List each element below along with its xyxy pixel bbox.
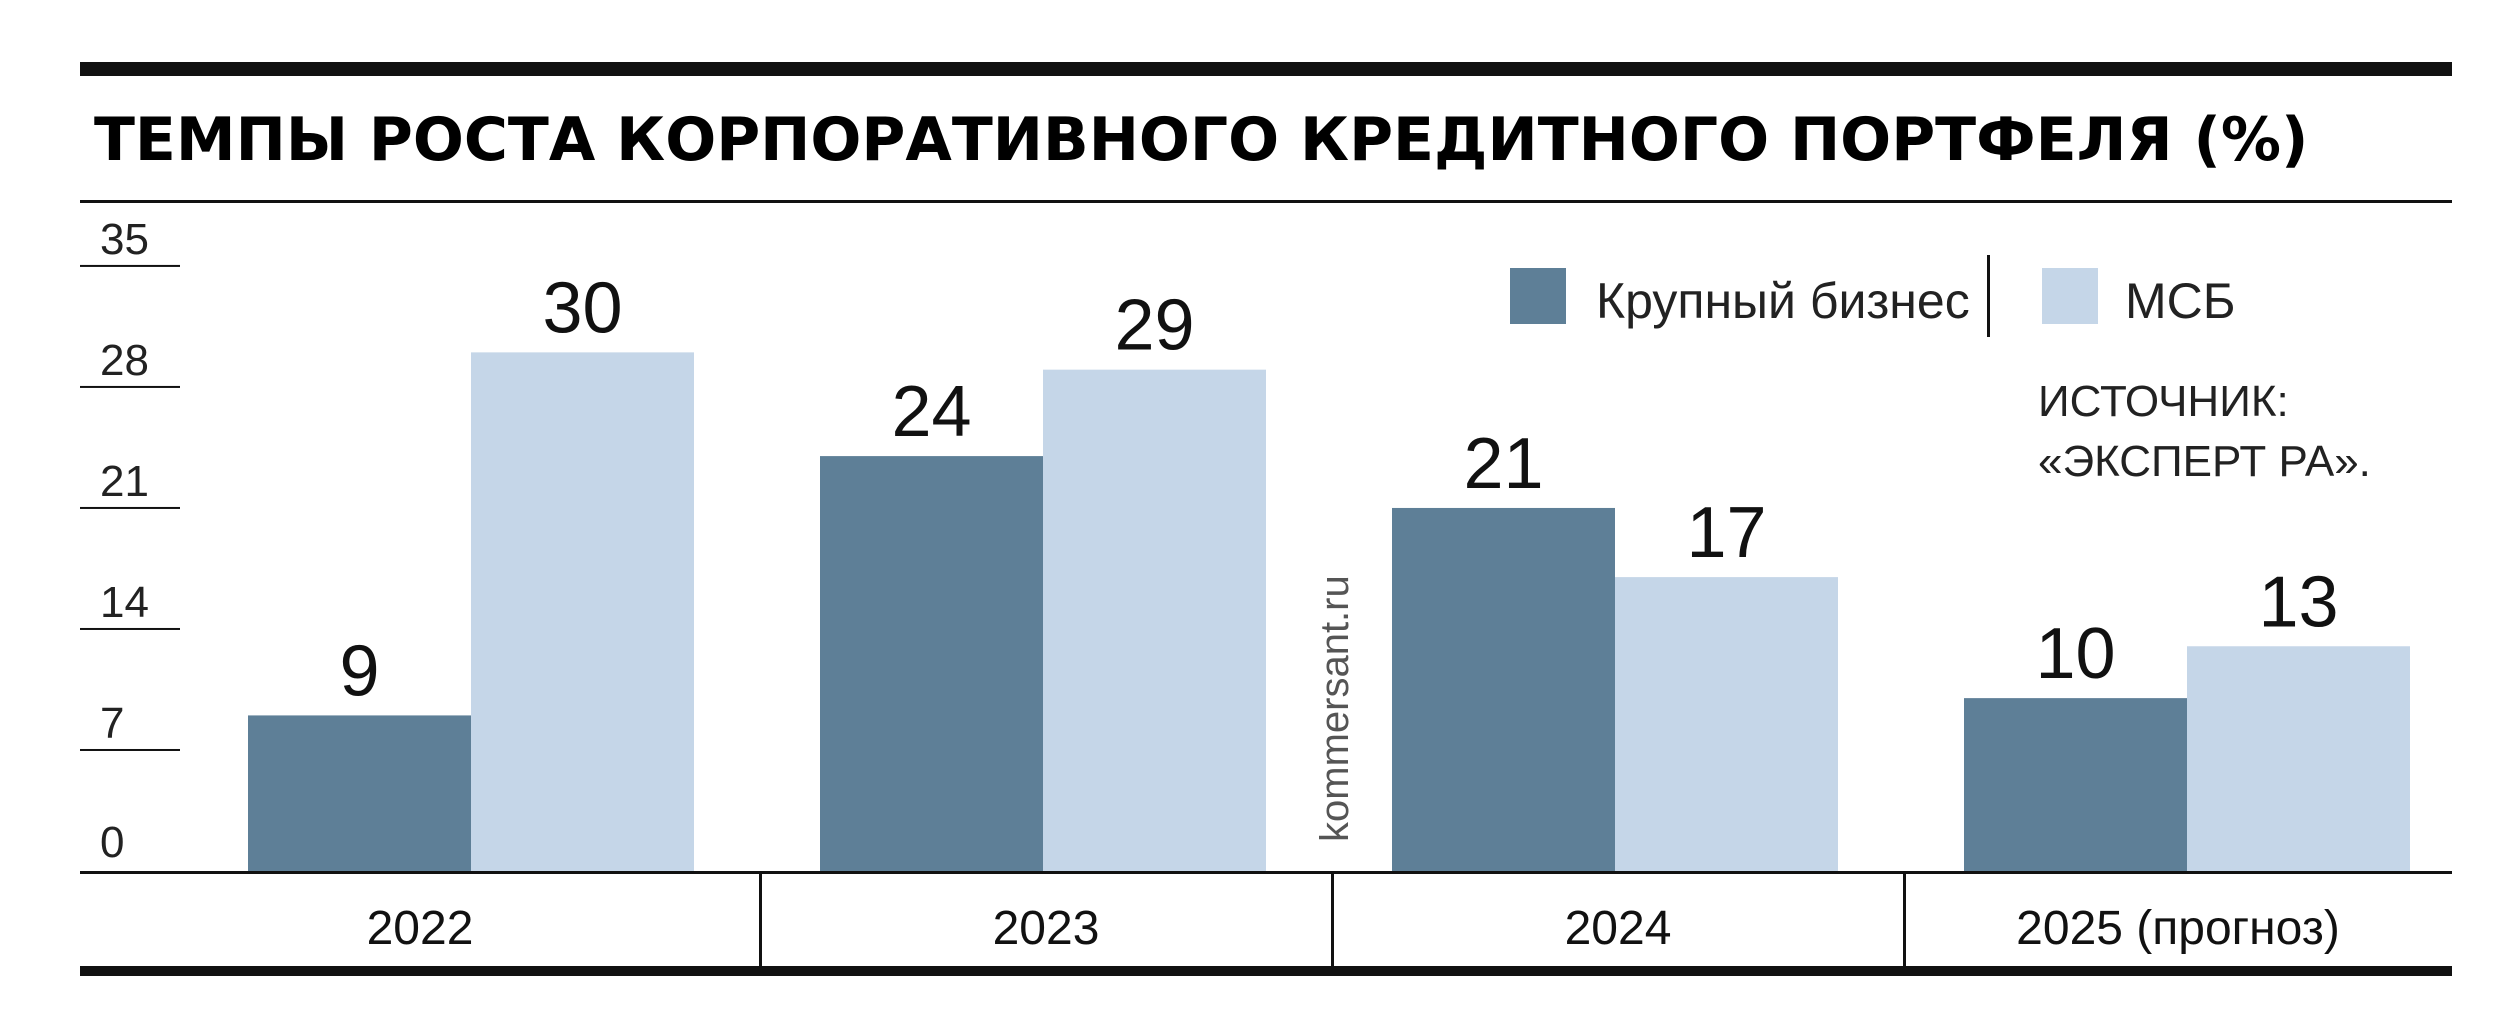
y-tick-mark-21 — [80, 506, 180, 509]
y-tick-mark-35 — [80, 264, 180, 267]
category-separator-3 — [1903, 873, 1906, 966]
category-label-2022: 2022 — [367, 902, 474, 955]
value-labels: 9 30 24 29 21 17 10 13 — [339, 268, 2338, 711]
value-label-2024-large-business: 21 — [1463, 424, 1543, 504]
source-line-2: «ЭКСПЕРТ РА». — [2038, 437, 2371, 486]
bar-2025-smb — [2187, 646, 2410, 871]
bar-2023-smb — [1043, 369, 1266, 871]
y-tick-label-7: 7 — [100, 699, 124, 748]
legend-label-smb: МСБ — [2125, 273, 2236, 329]
bar-2025-large-business — [1964, 698, 2187, 871]
chart-title: ТЕМПЫ РОСТА КОРПОРАТИВНОГО КРЕДИТНОГО ПО… — [94, 105, 2308, 175]
bar-2022-large-business — [248, 715, 471, 871]
title-rule — [80, 200, 2452, 203]
bar-2022-smb — [471, 352, 694, 871]
x-axis: 2022 2023 2024 2025 (прогноз) — [367, 873, 2340, 966]
y-tick-mark-7 — [80, 748, 180, 751]
legend-divider — [1987, 255, 1990, 337]
category-separator-2 — [1331, 873, 1334, 966]
y-tick-mark-14 — [80, 627, 180, 630]
bar-2024-smb — [1615, 577, 1838, 871]
y-tick-label-35: 35 — [100, 215, 149, 264]
y-tick-label-14: 14 — [100, 578, 149, 627]
baseline — [80, 871, 2452, 874]
y-tick-mark-28 — [80, 385, 180, 388]
legend-swatch-smb — [2042, 268, 2098, 324]
value-label-2022-smb: 30 — [542, 268, 622, 348]
category-label-2023: 2023 — [993, 902, 1100, 955]
value-label-2025-large-business: 10 — [2035, 614, 2115, 694]
value-label-2025-smb: 13 — [2258, 562, 2338, 642]
value-label-2023-large-business: 24 — [891, 372, 971, 452]
category-label-2024: 2024 — [1565, 902, 1672, 955]
value-label-2024-smb: 17 — [1686, 493, 1766, 573]
legend-swatch-large-business — [1510, 268, 1566, 324]
source-line-1: ИСТОЧНИК: — [2038, 377, 2289, 426]
legend: Крупный бизнес МСБ — [1510, 255, 2236, 337]
watermark: kommersant.ru — [1313, 575, 1357, 842]
y-tick-label-28: 28 — [100, 336, 149, 385]
y-tick-label-21: 21 — [100, 457, 149, 506]
legend-label-large-business: Крупный бизнес — [1596, 273, 1970, 329]
value-label-2023-smb: 29 — [1114, 286, 1194, 366]
value-label-2022-large-business: 9 — [339, 631, 379, 711]
y-axis: 0 7 14 21 28 35 — [80, 215, 180, 867]
bar-2024-large-business — [1392, 507, 1615, 871]
bar-2023-large-business — [820, 456, 1043, 871]
category-label-2025: 2025 (прогноз) — [2016, 902, 2340, 955]
bars — [248, 352, 2410, 871]
category-separator-1 — [759, 873, 762, 966]
top-rule — [80, 62, 2452, 76]
y-tick-label-0: 0 — [100, 818, 124, 867]
bottom-rule — [80, 966, 2452, 976]
